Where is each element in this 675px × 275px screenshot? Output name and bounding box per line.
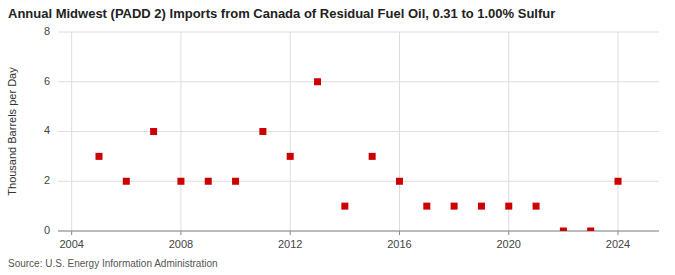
y-tick-label: 6 bbox=[44, 75, 50, 87]
point bbox=[314, 78, 321, 85]
x-tick bbox=[618, 231, 619, 235]
y-tick-label: 8 bbox=[44, 25, 50, 37]
x-tick-label: 2008 bbox=[169, 238, 193, 250]
x-grid-line bbox=[508, 32, 509, 231]
point bbox=[478, 203, 485, 210]
point bbox=[423, 203, 430, 210]
point bbox=[287, 153, 294, 160]
x-grid-line bbox=[71, 32, 72, 231]
x-grid-line bbox=[290, 32, 291, 231]
x-grid-line bbox=[399, 32, 400, 231]
point bbox=[177, 178, 184, 185]
y-tick-label: 2 bbox=[44, 174, 50, 186]
points bbox=[95, 78, 621, 231]
point bbox=[533, 203, 540, 210]
chart: 0 2 4 6 8 2004 2008 2012 2016 2020 2024 Thousand Ba… bbox=[0, 0, 675, 275]
x-tick bbox=[508, 231, 509, 235]
x-tick bbox=[180, 231, 181, 235]
x-tick bbox=[290, 231, 291, 235]
point bbox=[95, 153, 102, 160]
x-tick-label: 2024 bbox=[606, 238, 630, 250]
y-tick-label: 0 bbox=[44, 224, 50, 236]
y-tick-label: 4 bbox=[44, 124, 50, 136]
x-tick bbox=[71, 231, 72, 235]
y-grid-line bbox=[58, 32, 659, 33]
point bbox=[341, 203, 348, 210]
y-grid-line bbox=[58, 131, 659, 132]
x-tick-label: 2004 bbox=[59, 238, 83, 250]
y-grid-line bbox=[58, 181, 659, 182]
x-tick-label: 2020 bbox=[497, 238, 521, 250]
x-grid-line bbox=[618, 32, 619, 231]
x-grid-line bbox=[180, 32, 181, 231]
point bbox=[615, 178, 622, 185]
point bbox=[232, 178, 239, 185]
grid bbox=[58, 32, 659, 231]
y-grid-line bbox=[58, 231, 659, 232]
source-note: Source: U.S. Energy Information Administ… bbox=[8, 258, 218, 269]
title: Annual Midwest (PADD 2) Imports from Can… bbox=[8, 6, 555, 21]
point bbox=[587, 228, 594, 232]
point bbox=[123, 178, 130, 185]
point bbox=[369, 153, 376, 160]
point bbox=[451, 203, 458, 210]
y-axis-label: Thousand Barrels per Day bbox=[6, 67, 18, 196]
point bbox=[505, 203, 512, 210]
point bbox=[150, 128, 157, 135]
x-axis-line bbox=[58, 231, 659, 232]
x-tick-label: 2012 bbox=[278, 238, 302, 250]
x-tick-label: 2016 bbox=[387, 238, 411, 250]
y-grid-line bbox=[58, 81, 659, 82]
point bbox=[560, 228, 567, 232]
point bbox=[396, 178, 403, 185]
point bbox=[259, 128, 266, 135]
point bbox=[205, 178, 212, 185]
x-tick bbox=[399, 231, 400, 235]
